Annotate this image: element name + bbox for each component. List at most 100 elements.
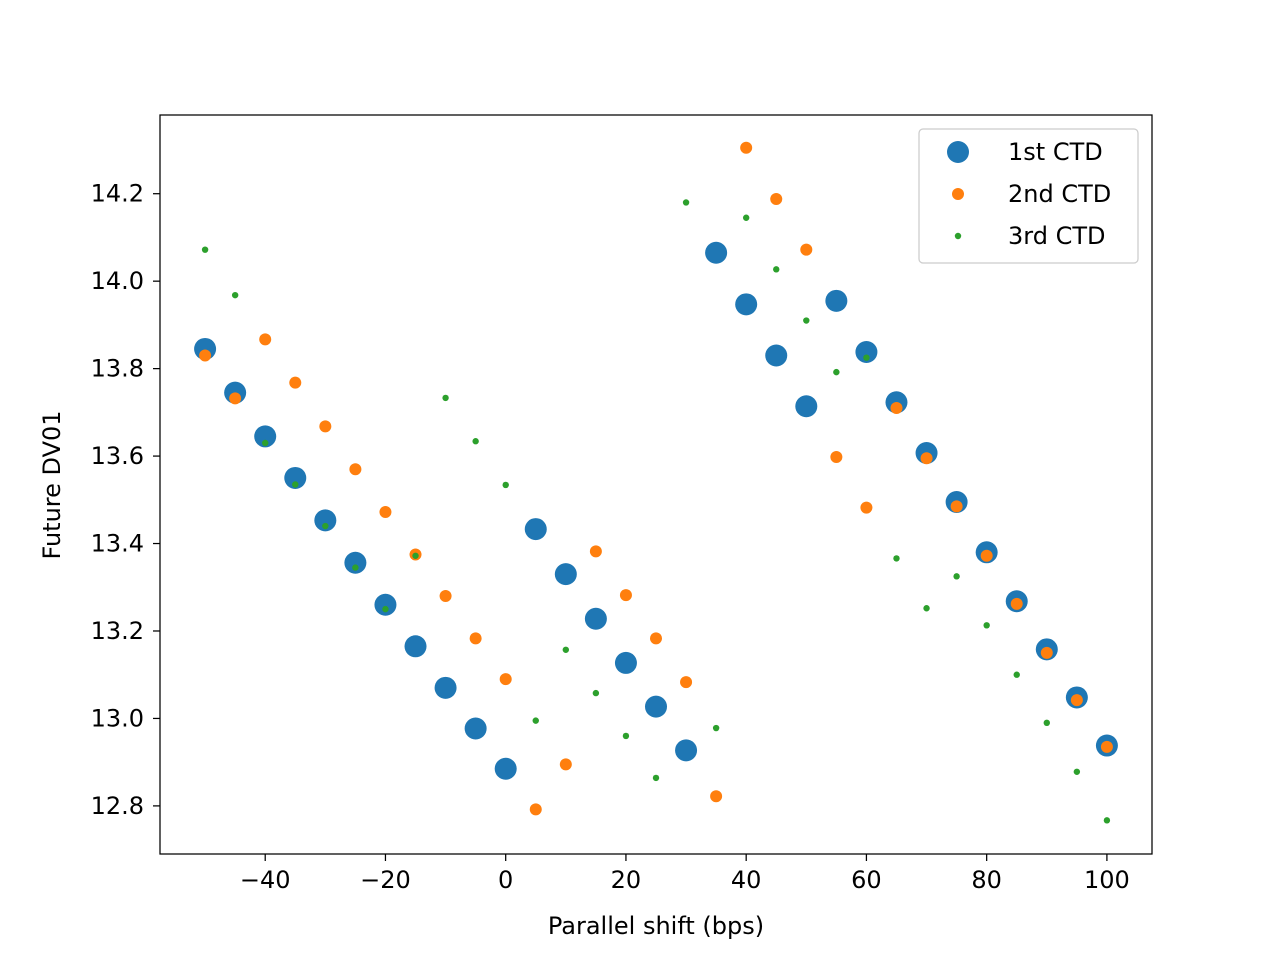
data-point (349, 463, 362, 476)
x-tick-label: 100 (1084, 866, 1130, 894)
data-point (742, 214, 750, 221)
y-tick-label: 13.8 (91, 355, 144, 383)
data-point (284, 466, 307, 489)
y-tick-label: 13.6 (91, 442, 144, 470)
data-point (765, 344, 788, 367)
data-point (770, 192, 783, 205)
y-tick-label: 14.0 (91, 267, 144, 295)
series-2 (199, 141, 1113, 816)
data-point (584, 607, 607, 630)
data-point (705, 241, 728, 264)
data-point (319, 420, 332, 433)
data-point (199, 349, 212, 362)
x-tick-label: 0 (498, 866, 513, 894)
data-point (229, 392, 242, 405)
data-point (352, 564, 359, 571)
data-point (800, 243, 813, 256)
x-axis-label: Parallel shift (bps) (548, 912, 764, 940)
data-point (1070, 694, 1083, 707)
data-point (682, 199, 690, 206)
data-point (860, 501, 873, 514)
data-point (442, 394, 449, 402)
data-point (1073, 768, 1081, 775)
data-point (795, 395, 818, 418)
data-point (314, 509, 337, 532)
data-point (712, 724, 720, 732)
x-tick-label: 80 (971, 866, 1002, 894)
series-3 (201, 199, 1111, 824)
data-point (292, 481, 299, 488)
data-point (469, 632, 482, 645)
data-point (773, 266, 780, 273)
data-point (893, 555, 900, 562)
data-point (201, 246, 209, 253)
data-point (434, 676, 457, 699)
data-point (439, 590, 452, 603)
legend-marker (954, 232, 962, 240)
data-point (710, 790, 723, 803)
data-point (404, 635, 427, 658)
data-point (499, 673, 512, 686)
legend-label: 2nd CTD (1008, 180, 1111, 208)
data-point (502, 481, 509, 489)
data-point (524, 518, 547, 541)
data-point (803, 317, 810, 324)
data-point (382, 605, 389, 613)
data-point (589, 545, 602, 558)
data-point (953, 573, 960, 580)
data-point (622, 732, 630, 740)
plot-area-frame (159, 114, 1153, 855)
data-point (559, 758, 572, 771)
y-tick-label: 14.2 (91, 180, 144, 208)
y-tick-label: 13.4 (91, 530, 144, 558)
series-1 (194, 241, 1118, 780)
data-point (1010, 597, 1023, 610)
data-point (472, 438, 479, 445)
data-point (494, 757, 517, 780)
data-point (562, 646, 570, 653)
legend-label: 1st CTD (1008, 138, 1103, 166)
x-tick-label: −20 (360, 866, 411, 894)
data-point (1100, 740, 1113, 753)
data-point (1043, 719, 1050, 727)
data-point (923, 605, 930, 612)
data-point (254, 425, 277, 448)
data-point (983, 622, 990, 629)
legend: 1st CTD 2nd CTD 3rd CTD (918, 128, 1139, 264)
x-axis-ticks: −40 −20 0 20 40 60 80 100 (240, 854, 1130, 894)
data-point (344, 551, 367, 574)
data-point (464, 717, 487, 740)
data-point (863, 354, 870, 361)
data-point (374, 593, 397, 616)
data-point (855, 341, 878, 363)
x-tick-label: −40 (240, 866, 291, 894)
data-point (619, 589, 632, 602)
x-tick-label: 20 (611, 866, 642, 894)
y-tick-label: 12.8 (91, 792, 144, 820)
data-point (554, 563, 577, 586)
legend-label: 3rd CTD (1008, 222, 1105, 250)
data-point (322, 522, 329, 530)
data-point (680, 676, 693, 689)
data-point (532, 717, 539, 724)
y-axis-ticks: 12.8 13.0 13.2 13.4 13.6 13.8 14.0 14.2 (91, 180, 160, 820)
data-point (1040, 646, 1053, 659)
legend-frame (918, 128, 1139, 264)
data-point (529, 803, 542, 816)
data-points (194, 141, 1118, 824)
data-point (592, 689, 600, 697)
data-point (740, 141, 753, 154)
data-point (980, 549, 993, 562)
data-point (825, 289, 848, 312)
y-tick-label: 13.2 (91, 617, 144, 645)
data-point (379, 506, 392, 519)
data-point (1103, 817, 1111, 824)
y-axis-label: Future DV01 (38, 410, 66, 559)
data-point (675, 739, 698, 762)
data-point (650, 632, 662, 645)
data-point (645, 695, 667, 718)
data-point (830, 450, 843, 463)
legend-marker (952, 188, 964, 200)
data-point (735, 293, 758, 316)
data-point (920, 452, 933, 465)
